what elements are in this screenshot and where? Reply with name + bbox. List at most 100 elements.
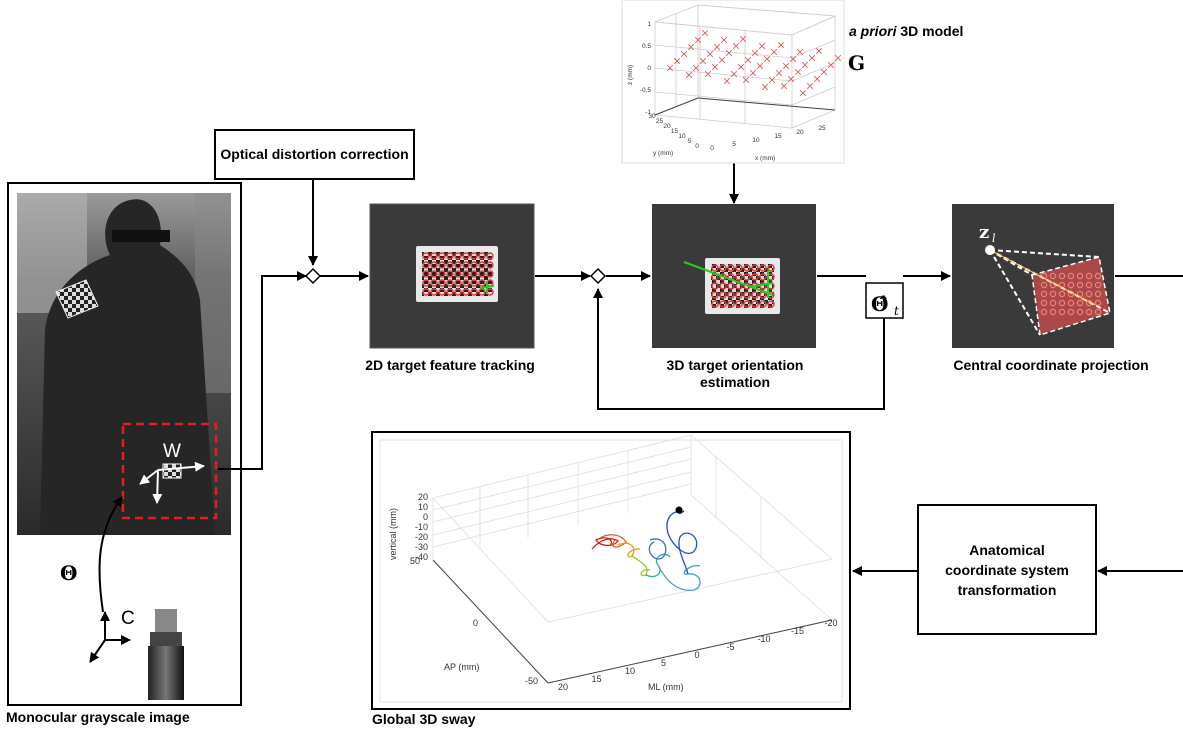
- projection-center-point: [985, 245, 995, 255]
- sway-z-tick: 0: [423, 512, 428, 522]
- shoulder-target: [55, 279, 99, 319]
- model-y-tick: 15: [671, 128, 679, 135]
- feature-marker: [735, 273, 743, 281]
- model-point-marker: [789, 55, 797, 63]
- model-x-tick: 10: [752, 137, 760, 144]
- feature-marker: [446, 270, 454, 278]
- feature-marker: [727, 264, 735, 272]
- feature-marker: [719, 264, 727, 272]
- model-label: a priori 3D model: [849, 23, 1009, 40]
- model-point-marker: [756, 62, 764, 70]
- tracking-image: [369, 203, 535, 349]
- feature-marker: [446, 288, 454, 296]
- feature-marker: [1058, 290, 1066, 298]
- feature-marker: [478, 288, 486, 296]
- feature-marker: [711, 291, 719, 299]
- model-y-tick: 20: [663, 123, 671, 130]
- model-point-marker: [730, 70, 738, 78]
- model-point-marker: [796, 48, 804, 56]
- anatomical-transform-text: Anatomical coordinate system transformat…: [945, 541, 1069, 598]
- z-label: z: [979, 222, 989, 243]
- sway-x-tick: 5: [661, 658, 666, 668]
- model-z-tick: 1: [647, 21, 651, 28]
- feature-marker: [1067, 308, 1075, 316]
- orientation-image: [652, 204, 816, 348]
- feature-marker: [422, 270, 430, 278]
- feature-marker: [1049, 299, 1057, 307]
- model-y-tick: 10: [678, 133, 686, 140]
- monocular-label: Monocular grayscale image: [6, 709, 190, 725]
- feature-marker: [743, 264, 751, 272]
- sway-z-tick: 10: [418, 502, 428, 512]
- monocular-panel: [7, 182, 242, 706]
- model-point-marker: [761, 83, 769, 91]
- projection-image: [952, 204, 1114, 348]
- feature-marker: [1076, 308, 1084, 316]
- model-point-marker: [720, 36, 728, 44]
- model-point-marker: [742, 76, 750, 84]
- model-y-tick: 5: [688, 138, 692, 145]
- feature-marker: [454, 288, 462, 296]
- feature-marker: [430, 261, 438, 269]
- sway-x-tick: -10: [757, 634, 770, 644]
- model-point-marker: [834, 54, 842, 62]
- model-x-tick: 20: [796, 129, 804, 136]
- feature-marker: [711, 300, 719, 308]
- sway-y-tick: 50: [410, 556, 420, 566]
- model-y-tick: 0: [695, 143, 699, 150]
- feature-marker: [735, 300, 743, 308]
- sway-start-point: [675, 506, 683, 514]
- feature-marker: [438, 270, 446, 278]
- feature-marker: [422, 288, 430, 296]
- feature-marker: [478, 252, 486, 260]
- model-x-tick: 5: [732, 141, 736, 148]
- feature-marker: [1085, 290, 1093, 298]
- feature-marker: [751, 264, 759, 272]
- model-ylabel: y (mm): [653, 150, 673, 157]
- feature-marker: [767, 300, 775, 308]
- model-z-tick: 0.5: [642, 43, 651, 50]
- feature-marker: [486, 270, 494, 278]
- model-point-marker: [739, 35, 747, 43]
- feature-marker: [735, 291, 743, 299]
- feature-marker: [743, 291, 751, 299]
- model-point-marker: [692, 64, 700, 72]
- sway-xlabel: ML (mm): [648, 682, 684, 692]
- feature-marker: [759, 273, 767, 281]
- feature-marker: [1040, 308, 1048, 316]
- model-point-marker: [718, 56, 726, 64]
- model-point-marker: [680, 50, 688, 58]
- sway-x-tick: 0: [694, 650, 699, 660]
- roi-box: [121, 422, 218, 520]
- feature-marker: [430, 270, 438, 278]
- model-point-marker: [713, 43, 721, 51]
- model-point-marker: [787, 75, 795, 83]
- feature-marker: [462, 288, 470, 296]
- sum-junction-2: [589, 267, 607, 285]
- model-point-marker: [673, 57, 681, 65]
- feature-marker: [1058, 308, 1066, 316]
- feature-marker: [719, 291, 727, 299]
- feature-marker: [1076, 299, 1084, 307]
- feature-marker: [751, 300, 759, 308]
- feature-marker: [719, 282, 727, 290]
- feature-marker: [438, 279, 446, 287]
- model-label-italic: a priori: [849, 23, 897, 39]
- model-point-marker: [725, 49, 733, 57]
- model-point-marker: [763, 55, 771, 63]
- feature-marker: [1094, 281, 1102, 289]
- model-point-marker: [770, 48, 778, 56]
- model-point-marker: [806, 82, 814, 90]
- sway-label: Global 3D sway: [372, 711, 476, 727]
- model-point-marker: [744, 56, 752, 64]
- feature-marker: [767, 264, 775, 272]
- sway-y-tick: -50: [525, 676, 538, 686]
- sway-x-tick: 15: [591, 674, 601, 684]
- model-point-marker: [758, 42, 766, 50]
- model-point-marker: [815, 47, 823, 55]
- model-point-marker: [706, 50, 714, 58]
- feature-marker: [438, 252, 446, 260]
- orientation-label: 3D target orientation estimation: [666, 357, 804, 390]
- sway-z-tick: 20: [418, 492, 428, 502]
- feature-marker: [486, 261, 494, 269]
